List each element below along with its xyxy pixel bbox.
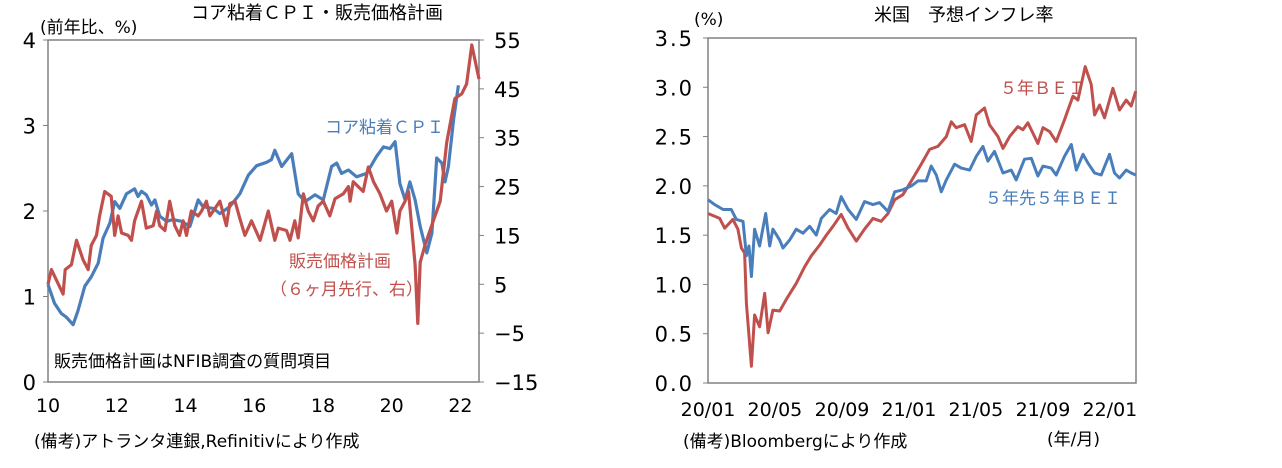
x-tick-label: 22/01	[1082, 399, 1137, 421]
x-tick-label: 14	[173, 395, 197, 417]
series-5y5y-bei-line	[707, 143, 1137, 278]
x-tick-label: 20/05	[748, 399, 803, 421]
series-5y-bei-line	[707, 65, 1138, 368]
x-tick-label: 21/05	[948, 399, 1003, 421]
legend-sales-price-plan: 販売価格計画	[289, 252, 391, 272]
y-tick-label-right: 5	[494, 273, 507, 297]
legend-sales-price-plan-note: （６ヶ月先行、右）	[270, 280, 423, 300]
y-tick-label: 3.5	[655, 27, 694, 51]
legend-5y-bei: ５年ＢＥＩ	[1000, 79, 1085, 99]
y-tick-label: 3.0	[655, 76, 694, 100]
x-tick-label: 10	[36, 395, 60, 417]
legend-5y5y-bei: ５年先５年ＢＥＩ	[985, 189, 1121, 209]
y-tick-label-left: 1	[23, 286, 36, 310]
right-chart-source: (備考)Bloombergにより作成	[683, 432, 908, 452]
y-tick-label-right: −5	[494, 322, 525, 346]
left-chart-unit-label: (前年比、%)	[40, 18, 138, 38]
y-tick-label: 1.5	[655, 224, 694, 248]
y-tick-label: 2.0	[655, 175, 694, 199]
y-tick-label-left: 4	[23, 29, 36, 53]
left-chart-source: (備考)アトランタ連銀,Refinitivにより作成	[34, 432, 360, 452]
legend-core-sticky-cpi: コア粘着ＣＰＩ	[325, 118, 444, 138]
right-chart-title: 米国 予想インフレ率	[874, 5, 1054, 26]
x-tick-label: 21/09	[1016, 399, 1071, 421]
x-tick-label: 12	[105, 395, 129, 417]
x-tick-label: 18	[311, 395, 335, 417]
right-plot-frame	[707, 37, 1137, 384]
y-tick-label-left: 0	[23, 371, 36, 395]
right-chart-x-unit: (年/月)	[1047, 430, 1100, 450]
x-tick-label: 22	[448, 395, 472, 417]
right-chart: 0.0 0.5 1.0 1.5 2.0 2.5 3.0 3.5 20/01 20/05 20/09 2…	[655, 27, 1138, 421]
x-tick-label: 21/01	[882, 399, 937, 421]
y-tick-label: 1.0	[655, 273, 694, 297]
y-tick-label-left: 3	[23, 115, 36, 139]
right-chart-unit-label: (%)	[694, 10, 724, 30]
y-tick-label-right: 15	[494, 224, 521, 248]
y-tick-label-left: 2	[23, 200, 36, 224]
left-chart-note: 販売価格計画はNFIB調査の質問項目	[54, 352, 332, 372]
y-tick-label: 0.5	[655, 323, 694, 347]
x-tick-label: 20	[380, 395, 404, 417]
y-tick-label-right: 45	[494, 78, 521, 102]
y-tick-label: 0.0	[655, 372, 694, 396]
y-tick-label-right: 55	[494, 29, 521, 53]
left-chart-title: コア粘着ＣＰＩ・販売価格計画	[191, 3, 443, 24]
y-tick-label-right: −15	[494, 371, 538, 395]
y-tick-label: 2.5	[655, 126, 694, 150]
series-sales-price-plan-line	[46, 43, 481, 325]
y-tick-label-right: 25	[494, 176, 521, 200]
y-tick-label-right: 35	[494, 127, 521, 151]
x-tick-label: 20/09	[815, 399, 870, 421]
x-tick-label: 20/01	[681, 399, 736, 421]
x-tick-label: 16	[242, 395, 266, 417]
